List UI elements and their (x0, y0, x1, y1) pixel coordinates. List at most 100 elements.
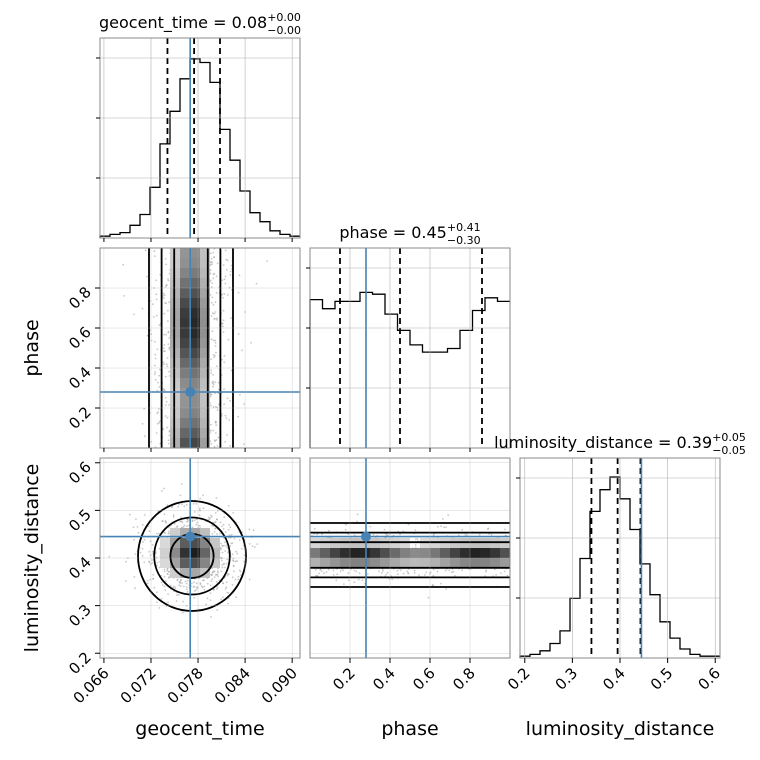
sample-point (191, 582, 193, 585)
sample-point (181, 582, 184, 584)
sample-point (165, 302, 168, 305)
sample-point (378, 570, 380, 573)
sample-point (466, 534, 468, 537)
sample-point (168, 404, 171, 406)
sample-point (186, 525, 188, 527)
sample-point (332, 569, 335, 572)
sample-point (210, 301, 213, 304)
histogram-luminosity_distance (519, 476, 720, 658)
sample-point (205, 603, 208, 606)
sample-point (241, 349, 243, 352)
sample-point (214, 354, 216, 357)
sample-point (225, 258, 228, 261)
sample-point (233, 537, 236, 540)
sample-point (266, 260, 268, 262)
sample-point (323, 572, 325, 575)
sample-point (240, 574, 242, 576)
sample-point (221, 322, 224, 325)
density-cell (210, 548, 220, 558)
sample-point (210, 514, 212, 517)
sample-point (162, 292, 165, 295)
y-tick-label: 0.6 (65, 323, 95, 353)
density-cell (430, 548, 440, 558)
sample-point (222, 563, 225, 565)
density-cell (200, 368, 210, 378)
density-cell (180, 258, 190, 268)
density-cell (210, 558, 220, 568)
density-cell (180, 288, 190, 298)
sample-point (151, 544, 154, 546)
sample-point (151, 562, 154, 564)
sample-point (168, 532, 171, 535)
sample-point (216, 586, 219, 589)
sample-point (152, 573, 155, 576)
sample-point (237, 333, 240, 335)
sample-point (167, 279, 170, 282)
sample-point (158, 421, 161, 424)
sample-point (423, 574, 426, 576)
density-cell (190, 398, 200, 408)
density-cell (170, 558, 180, 568)
density-cell (190, 258, 200, 268)
panel-frame (309, 247, 511, 449)
y-tick-label: 0.6 (65, 458, 95, 488)
sample-point (158, 324, 161, 327)
sample-point (165, 263, 168, 266)
sample-point (158, 566, 161, 569)
density-cell (200, 388, 210, 398)
sample-point (168, 434, 171, 437)
sample-point (243, 311, 246, 313)
sample-point (163, 333, 166, 336)
contour-line (173, 248, 209, 448)
density-cell (420, 548, 430, 558)
density-cell (180, 528, 190, 538)
sample-point (220, 570, 223, 573)
density-cell (360, 558, 370, 568)
sample-point (211, 381, 214, 384)
sample-point (216, 317, 218, 320)
sample-point (427, 596, 430, 599)
density-cell (450, 548, 460, 558)
sample-point (353, 569, 356, 572)
sample-point (156, 348, 159, 351)
sample-point (164, 532, 167, 534)
title-geocent_time: geocent_time = 0.08+0.00 −0.00 (99, 11, 301, 37)
sample-point (178, 581, 181, 584)
sample-point (185, 582, 188, 585)
density-cell (360, 548, 370, 558)
sample-point (133, 538, 135, 541)
sample-point (223, 361, 226, 364)
sample-point (179, 585, 182, 587)
x-tick-label: 0.6 (409, 664, 439, 694)
sample-point (211, 525, 213, 527)
sample-point (436, 525, 439, 528)
sample-point (215, 424, 218, 427)
sample-point (221, 358, 224, 361)
sample-point (146, 334, 149, 337)
sample-point (227, 338, 230, 341)
sample-point (183, 505, 186, 508)
density-cell (180, 338, 190, 348)
sample-point (155, 298, 158, 301)
x-tick-label: 0.084 (211, 664, 254, 707)
sample-point (222, 325, 224, 328)
sample-point (328, 529, 330, 532)
sample-point (191, 526, 194, 529)
sample-point (124, 580, 127, 582)
sample-point (432, 534, 435, 537)
sample-point (196, 587, 199, 590)
sample-point (500, 572, 502, 575)
sample-point (183, 524, 186, 527)
sample-point (222, 296, 224, 299)
sample-point (162, 361, 165, 364)
density-cell (180, 268, 190, 278)
sample-point (225, 268, 228, 271)
sample-point (175, 600, 178, 603)
x-tick-label: 0.078 (164, 664, 207, 707)
sample-point (402, 572, 405, 575)
sample-point (224, 550, 227, 552)
density-cell (200, 288, 210, 298)
sample-point (216, 318, 218, 321)
sample-point (198, 507, 201, 510)
sample-point (155, 314, 158, 317)
